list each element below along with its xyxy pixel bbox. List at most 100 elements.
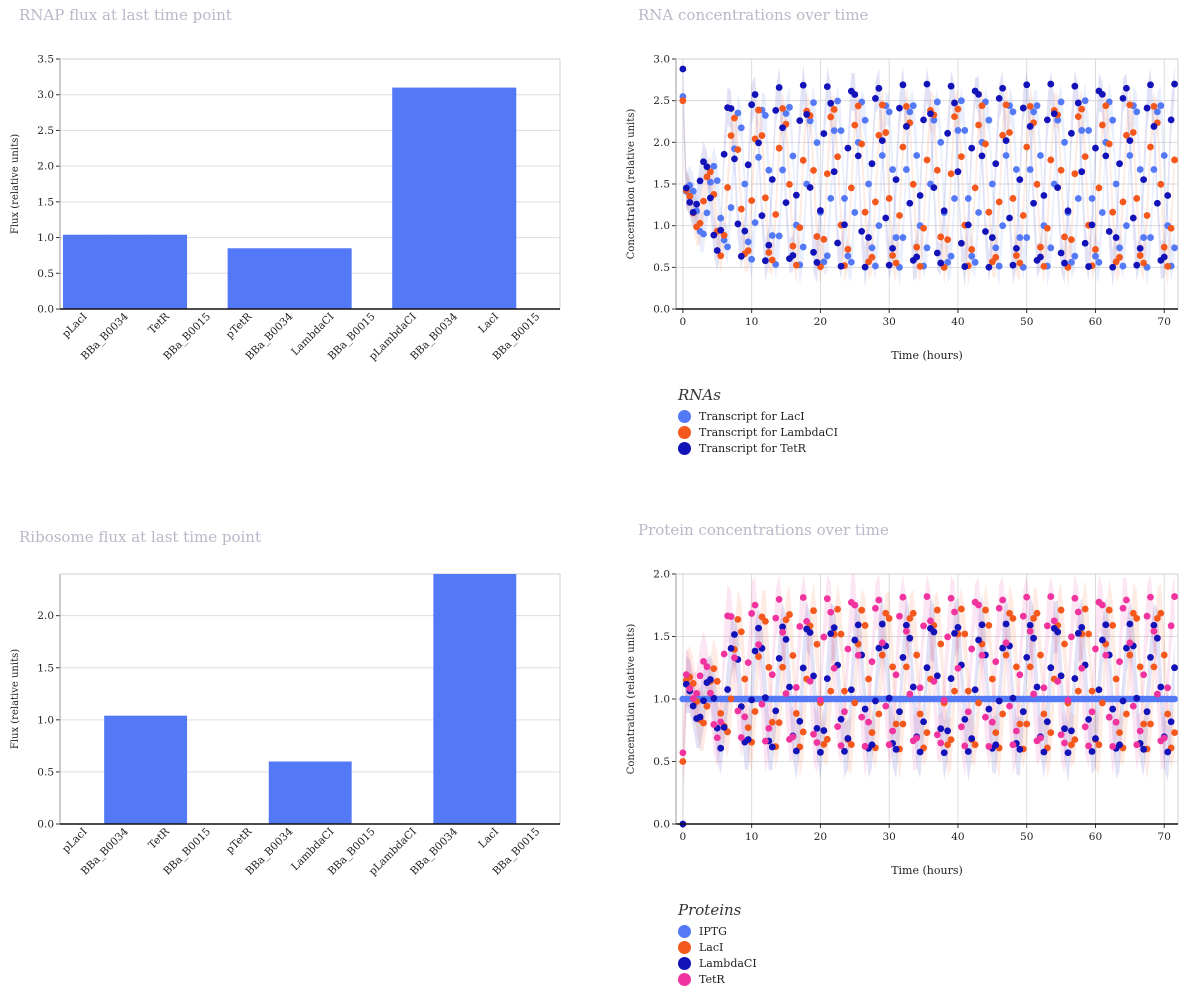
data-point [868,729,876,736]
data-point [872,697,879,705]
data-point [1126,152,1134,159]
legend-label: TetR [699,972,725,986]
data-point [758,132,766,139]
data-point [902,123,910,130]
data-point [968,252,976,260]
y-tick-label: 2.0 [37,610,54,622]
data-point [1057,606,1065,614]
data-point [761,112,769,119]
data-point [1071,594,1079,602]
data-point [1023,654,1031,661]
data-point [1002,137,1010,145]
data-point [889,252,897,259]
y-tick-label: 1.5 [653,179,670,191]
data-point [896,212,903,219]
data-point [1081,723,1089,731]
data-point [1057,166,1065,174]
data-point [772,614,780,622]
data-point [1002,651,1010,659]
data-point [875,222,883,230]
data-point [748,101,756,109]
data-point [744,724,752,732]
data-point [1140,745,1148,753]
data-point [1002,639,1010,647]
data-point [854,651,862,659]
data-point [820,633,828,641]
data-point [1098,121,1106,129]
data-point [761,194,769,202]
data-point [782,199,790,206]
data-point [954,624,962,631]
data-point [940,696,948,704]
legend-item: LambdaCI [678,955,757,971]
data-point [1002,620,1010,628]
x-tick-label: 10 [745,831,758,843]
data-point [813,739,821,746]
data-point [837,630,845,638]
data-point [1112,718,1120,726]
data-point [885,741,893,749]
data-point [1088,708,1096,716]
data-point [882,214,890,222]
data-point [1098,601,1106,609]
data-point [995,697,1003,705]
data-point [1006,702,1013,710]
data-point [988,675,996,683]
data-point [1153,614,1161,622]
x-tick-label: 40 [951,316,964,328]
data-point [858,140,866,148]
data-point [964,687,972,695]
data-point [734,146,742,154]
data-point [782,690,790,697]
data-point [1037,734,1044,742]
data-point [1171,80,1178,88]
data-point [920,622,927,630]
data-point [968,735,976,742]
data-point [961,630,969,638]
data-point [923,244,931,252]
data-point [717,744,725,752]
data-point [892,720,900,728]
data-point [851,121,859,129]
data-point [727,644,735,652]
data-point [1071,252,1079,260]
data-point [985,208,993,216]
data-point [1016,234,1024,241]
data-point [906,634,914,642]
data-point [1119,94,1127,102]
data-point [1164,684,1172,692]
data-point [1068,727,1075,735]
data-point [717,709,725,717]
data-point [964,195,972,202]
data-point [933,166,941,174]
data-point [1037,651,1044,659]
data-point [920,116,927,124]
data-point [964,221,972,229]
data-point [1071,675,1079,682]
data-point [944,633,952,641]
data-point [727,105,735,112]
data-point [1157,180,1165,188]
data-point [1167,224,1175,232]
data-point [933,731,941,739]
y-tick-label: 0.5 [653,262,670,274]
data-point [765,724,773,732]
data-point [1012,252,1020,259]
data-point [751,91,759,98]
data-point [1153,108,1161,116]
data-point [779,124,786,132]
data-point [957,97,965,105]
data-point [799,81,807,89]
data-point [878,152,886,159]
data-point [713,734,721,742]
data-point [713,677,721,685]
data-point [1143,104,1151,112]
data-point [1057,731,1065,739]
data-point [834,153,842,161]
data-point [847,741,855,749]
data-point [951,195,958,202]
x-tick-label: 60 [1089,831,1102,843]
data-point [1105,228,1113,235]
data-point [982,606,989,614]
